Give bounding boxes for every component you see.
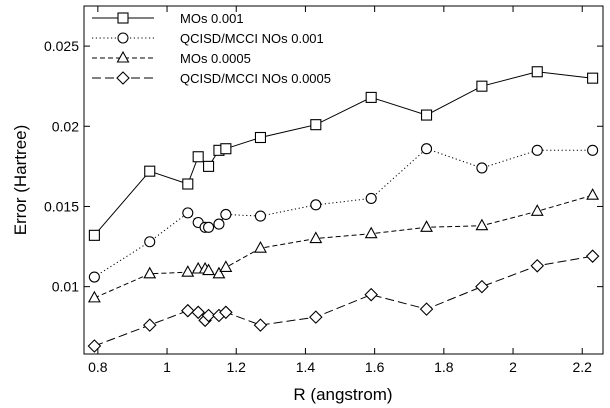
data-point [88,229,100,241]
data-point [219,260,233,272]
data-point [220,208,232,221]
series-line [94,194,593,299]
data-point [420,143,433,155]
data-point [201,308,216,323]
data-point [182,178,194,190]
data-point [87,339,102,353]
data-point [254,241,267,253]
series-layer [87,66,600,353]
data-point [181,265,195,277]
x-tick-label: 1.4 [296,359,316,375]
axis-ticks: 0.8 1 1.2 1.4 1.6 1.8 2 2.2 0.01 0.015 0.02 0.025 [44,6,603,375]
data-point [587,144,599,156]
x-tick-label: 0.8 [88,359,108,375]
data-point [310,119,322,131]
x-tick-label: 2.2 [573,359,593,375]
legend-marker [116,71,130,85]
data-point [144,165,156,177]
x-tick-label: 1.6 [365,359,385,375]
data-point [143,266,157,279]
data-point [420,109,433,121]
data-point [365,192,377,204]
data-point [213,218,225,230]
data-point [476,162,488,174]
data-point [253,318,268,332]
data-point [309,310,323,324]
legend-item: MOs 0.001 [92,11,244,26]
series-1 [88,66,599,241]
data-point [475,218,489,231]
series-line [94,148,593,278]
data-point [531,144,543,156]
data-point [254,131,267,144]
data-point [530,259,545,273]
data-point [530,204,544,216]
legend-item: MOs 0.0005 [92,50,251,66]
data-point [419,302,434,316]
x-tick-label: 2 [509,359,517,375]
y-tick-label: 0.02 [52,118,79,134]
series-2 [88,143,599,283]
y-tick-label: 0.025 [44,38,79,54]
data-point [309,231,323,244]
legend-marker [117,32,129,44]
y-tick-label: 0.01 [52,279,79,295]
data-point [219,305,233,320]
y-axis-title: Error (Hartree) [11,125,30,236]
legend-label: QCISD/MCCI NOs 0.001 [180,31,324,46]
legend-marker [117,12,129,24]
data-point [182,207,194,219]
x-axis-title: R (angstrom) [293,385,392,404]
series-4 [87,249,600,353]
data-point [364,226,378,239]
data-point [87,290,101,303]
data-point [181,303,195,318]
x-tick-label: 1.2 [227,359,247,375]
data-point [585,249,600,263]
data-point [476,80,488,92]
data-point [531,66,543,78]
data-point [586,188,600,200]
legend-label: MOs 0.001 [180,11,244,26]
data-point [144,236,156,248]
series-line [94,255,593,347]
data-point [310,199,322,211]
legend-item: QCISD/MCCI NOs 0.001 [92,31,324,46]
data-point [202,263,215,276]
data-point [142,318,157,332]
data-point [191,305,205,320]
data-point [203,221,215,233]
legend-label: QCISD/MCCI NOs 0.0005 [180,71,331,86]
legend-marker [116,50,130,63]
plot-frame [83,5,604,355]
series-3 [87,188,600,303]
series-line [94,71,593,236]
data-point [364,287,378,302]
data-point [475,279,489,294]
legend-item: QCISD/MCCI NOs 0.0005 [92,71,331,86]
data-point [587,72,599,84]
x-tick-label: 1.8 [434,359,454,375]
data-point [365,91,377,103]
y-tick-label: 0.015 [44,198,79,214]
data-point [254,210,267,222]
x-tick-label: 1 [163,359,171,375]
data-point [88,271,100,283]
legend: MOs 0.001 QCISD/MCCI NOs 0.001 MOs 0.0005 Q… [92,11,331,86]
data-point [212,266,226,279]
data-point [192,151,204,163]
data-point [420,220,433,232]
data-point [220,143,232,155]
legend-label: MOs 0.0005 [180,51,251,66]
data-point [203,160,215,172]
